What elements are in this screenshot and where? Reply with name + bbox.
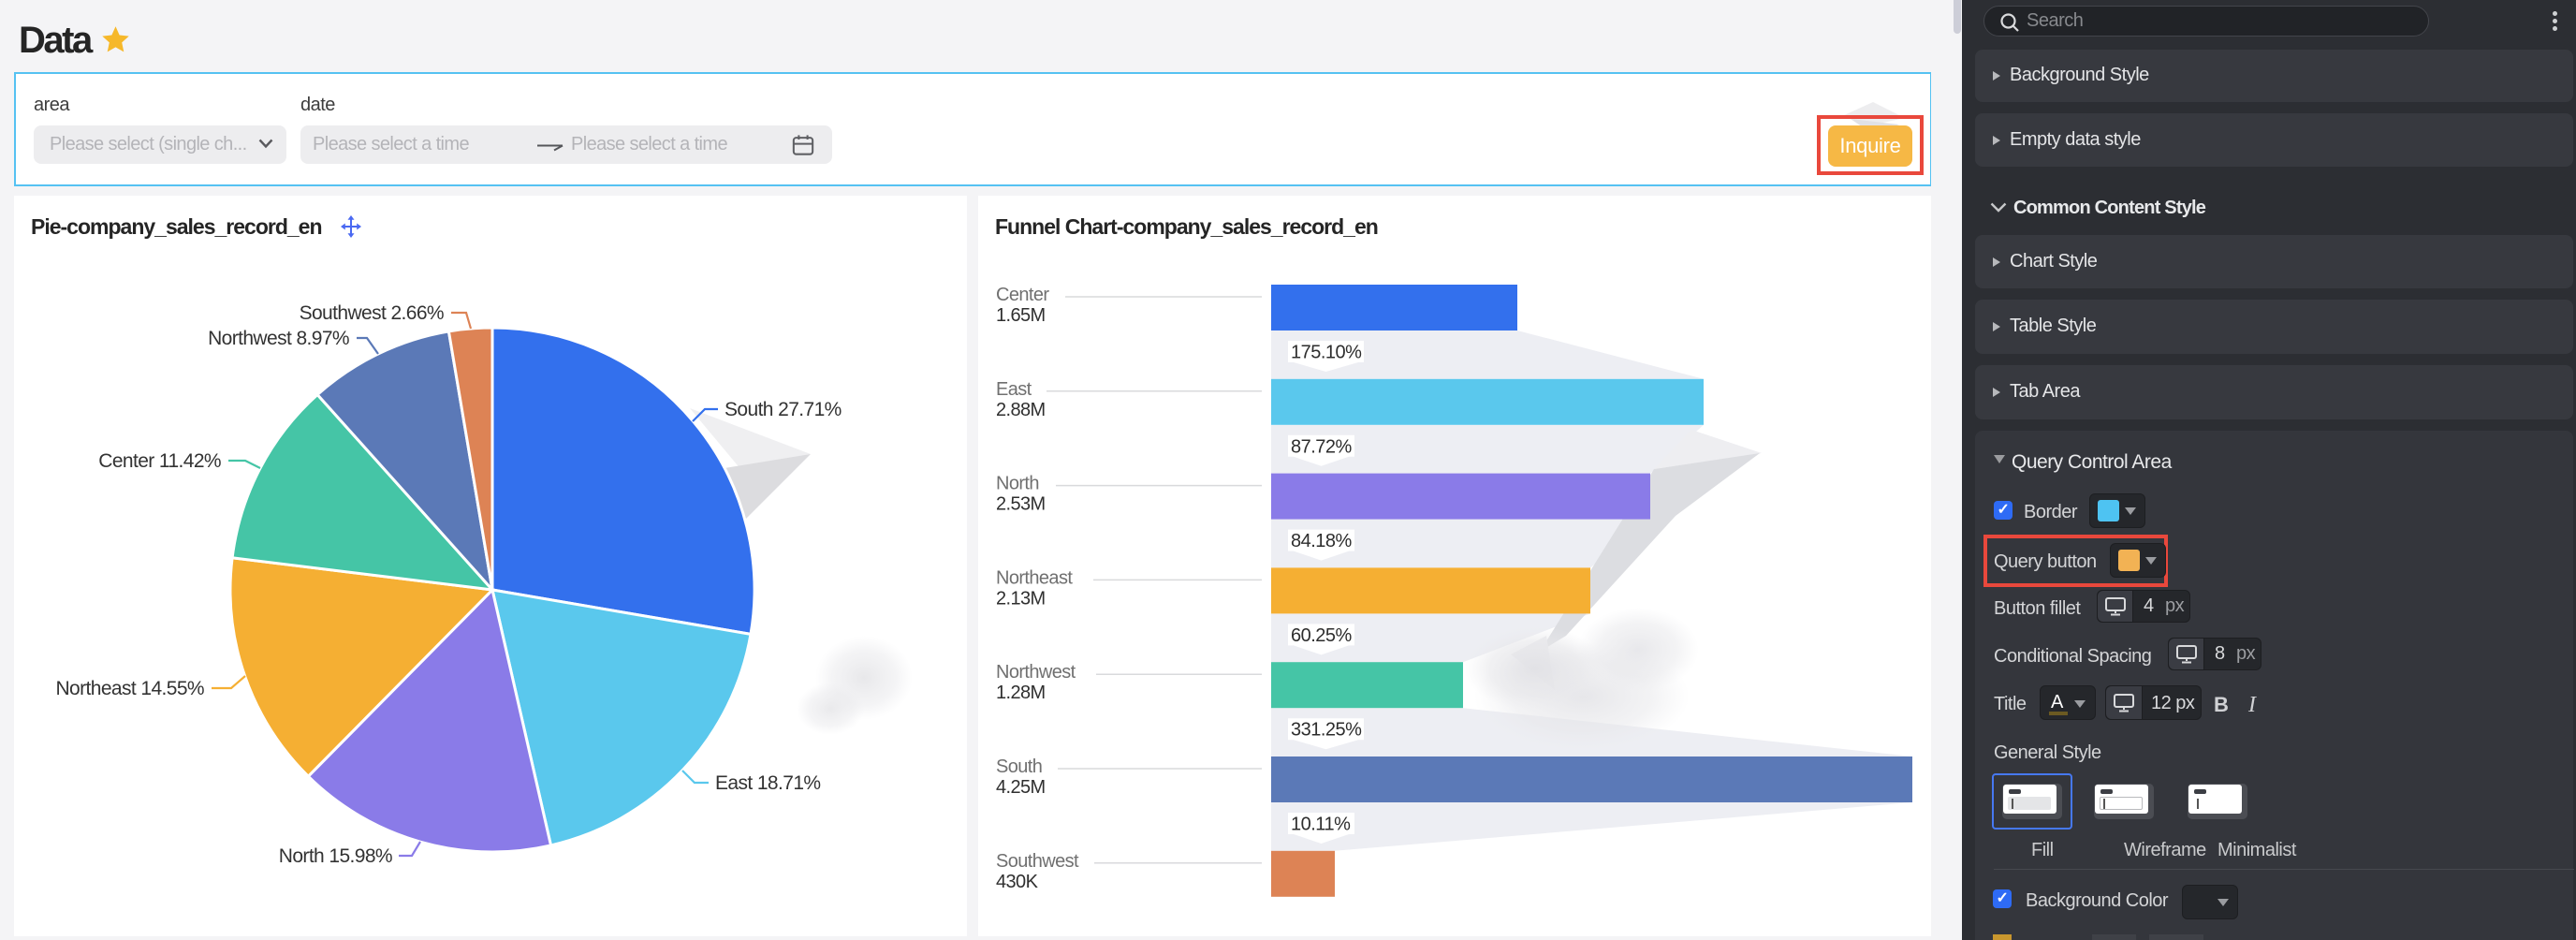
- svg-text:Northwest 8.97%: Northwest 8.97%: [208, 328, 349, 349]
- svg-text:Northwest: Northwest: [996, 662, 1076, 683]
- svg-text:East: East: [996, 379, 1032, 400]
- svg-text:North: North: [996, 474, 1039, 494]
- svg-text:1.28M: 1.28M: [996, 683, 1046, 703]
- svg-text:Southwest: Southwest: [996, 851, 1079, 872]
- svg-text:Center 11.42%: Center 11.42%: [98, 450, 221, 472]
- svg-text:84.18%: 84.18%: [1291, 531, 1353, 551]
- svg-text:2.13M: 2.13M: [996, 588, 1046, 609]
- svg-text:Center: Center: [996, 285, 1049, 305]
- svg-text:Northeast 14.55%: Northeast 14.55%: [55, 678, 204, 699]
- svg-text:Northeast: Northeast: [996, 567, 1073, 588]
- svg-text:87.72%: 87.72%: [1291, 436, 1353, 457]
- svg-text:331.25%: 331.25%: [1291, 720, 1362, 741]
- svg-text:430K: 430K: [996, 872, 1039, 892]
- svg-text:North 15.98%: North 15.98%: [279, 845, 392, 867]
- svg-text:1.65M: 1.65M: [996, 305, 1046, 326]
- svg-text:Southwest 2.66%: Southwest 2.66%: [300, 302, 444, 324]
- svg-text:2.53M: 2.53M: [996, 494, 1046, 515]
- svg-text:East 18.71%: East 18.71%: [715, 772, 820, 794]
- svg-text:175.10%: 175.10%: [1291, 343, 1362, 363]
- svg-text:2.88M: 2.88M: [996, 400, 1046, 420]
- svg-text:10.11%: 10.11%: [1291, 815, 1351, 835]
- svg-text:South: South: [996, 756, 1042, 777]
- svg-text:South 27.71%: South 27.71%: [724, 399, 842, 420]
- svg-text:4.25M: 4.25M: [996, 777, 1046, 798]
- svg-text:60.25%: 60.25%: [1291, 625, 1353, 646]
